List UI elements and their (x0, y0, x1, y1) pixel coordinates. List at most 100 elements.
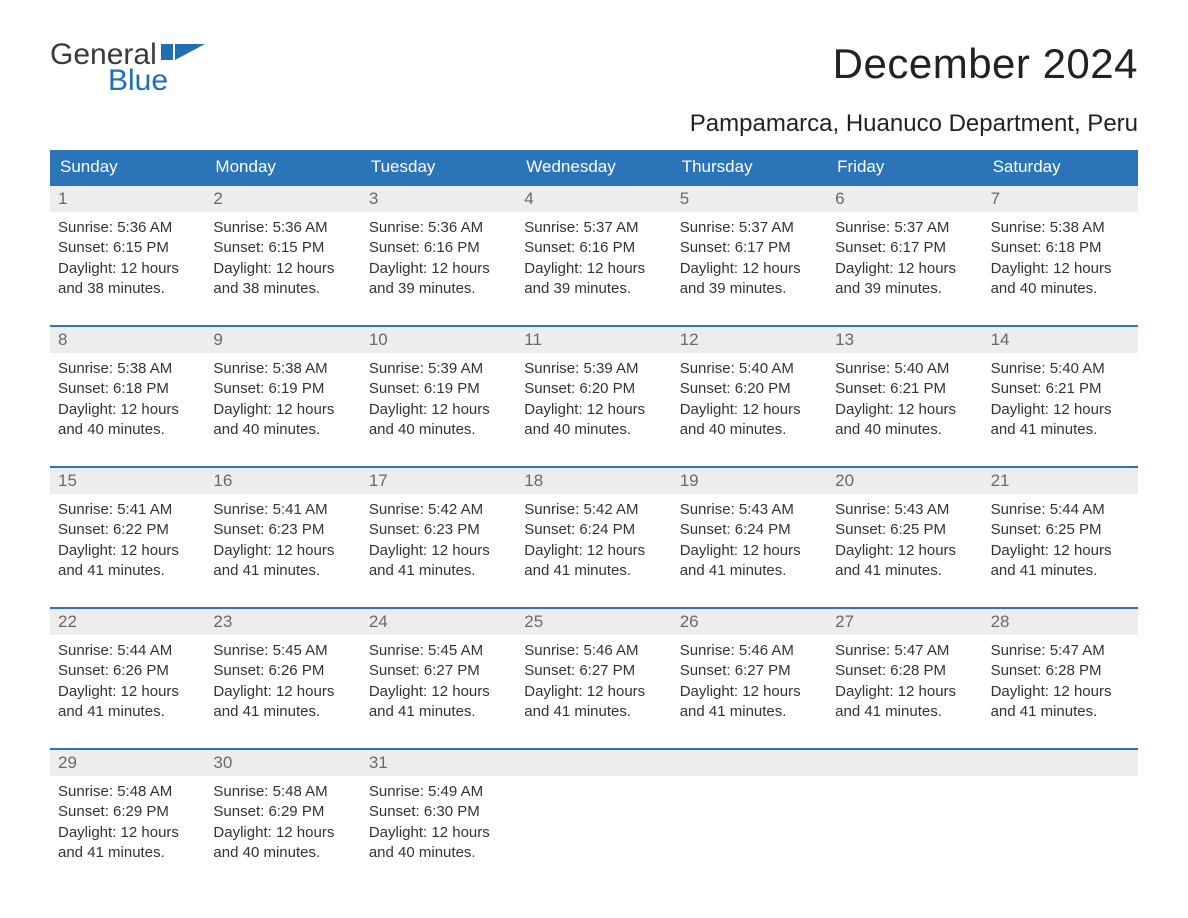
sunrise-line: Sunrise: 5:48 AM (213, 782, 352, 802)
day-number: 1 (50, 186, 205, 212)
week-row: 1Sunrise: 5:36 AMSunset: 6:15 PMDaylight… (50, 184, 1138, 307)
day-number: 27 (827, 609, 982, 635)
day-number: 21 (983, 468, 1138, 494)
sunrise-line: Sunrise: 5:39 AM (369, 359, 508, 379)
day-body: Sunrise: 5:41 AMSunset: 6:22 PMDaylight:… (50, 494, 205, 589)
sunrise-line: Sunrise: 5:43 AM (835, 500, 974, 520)
day-body: Sunrise: 5:43 AMSunset: 6:25 PMDaylight:… (827, 494, 982, 589)
day-body: Sunrise: 5:46 AMSunset: 6:27 PMDaylight:… (672, 635, 827, 730)
sunrise-line: Sunrise: 5:37 AM (835, 218, 974, 238)
page-title: December 2024 (833, 40, 1138, 88)
day-cell: 9Sunrise: 5:38 AMSunset: 6:19 PMDaylight… (205, 327, 360, 448)
day-cell: 14Sunrise: 5:40 AMSunset: 6:21 PMDayligh… (983, 327, 1138, 448)
day-number: 28 (983, 609, 1138, 635)
day-number: 4 (516, 186, 671, 212)
day-cell (827, 750, 982, 871)
sunrise-line: Sunrise: 5:41 AM (213, 500, 352, 520)
day-cell: 21Sunrise: 5:44 AMSunset: 6:25 PMDayligh… (983, 468, 1138, 589)
sunset-line: Sunset: 6:16 PM (369, 238, 508, 258)
daylight-line: Daylight: 12 hours and 40 minutes. (213, 400, 352, 441)
dow-cell: Wednesday (516, 150, 671, 184)
day-number: 26 (672, 609, 827, 635)
header: General Blue December 2024 (50, 40, 1138, 96)
day-number: 22 (50, 609, 205, 635)
location-subtitle: Pampamarca, Huanuco Department, Peru (50, 110, 1138, 138)
day-number: 10 (361, 327, 516, 353)
day-cell: 6Sunrise: 5:37 AMSunset: 6:17 PMDaylight… (827, 186, 982, 307)
day-cell: 3Sunrise: 5:36 AMSunset: 6:16 PMDaylight… (361, 186, 516, 307)
day-cell: 30Sunrise: 5:48 AMSunset: 6:29 PMDayligh… (205, 750, 360, 871)
sunrise-line: Sunrise: 5:46 AM (680, 641, 819, 661)
day-of-week-header: SundayMondayTuesdayWednesdayThursdayFrid… (50, 150, 1138, 184)
daylight-line: Daylight: 12 hours and 39 minutes. (369, 259, 508, 300)
day-number: 9 (205, 327, 360, 353)
day-cell (983, 750, 1138, 871)
sunrise-line: Sunrise: 5:43 AM (680, 500, 819, 520)
day-number: 11 (516, 327, 671, 353)
sunset-line: Sunset: 6:26 PM (213, 661, 352, 681)
day-cell: 15Sunrise: 5:41 AMSunset: 6:22 PMDayligh… (50, 468, 205, 589)
sunrise-line: Sunrise: 5:36 AM (213, 218, 352, 238)
sunset-line: Sunset: 6:30 PM (369, 802, 508, 822)
day-number: 2 (205, 186, 360, 212)
sunset-line: Sunset: 6:28 PM (991, 661, 1130, 681)
sunrise-line: Sunrise: 5:41 AM (58, 500, 197, 520)
sunrise-line: Sunrise: 5:38 AM (213, 359, 352, 379)
daylight-line: Daylight: 12 hours and 41 minutes. (524, 682, 663, 723)
sunrise-line: Sunrise: 5:44 AM (58, 641, 197, 661)
daylight-line: Daylight: 12 hours and 41 minutes. (369, 541, 508, 582)
logo-word-2: Blue (108, 66, 207, 96)
sunrise-line: Sunrise: 5:37 AM (680, 218, 819, 238)
day-number: 15 (50, 468, 205, 494)
day-number: 3 (361, 186, 516, 212)
day-body: Sunrise: 5:38 AMSunset: 6:18 PMDaylight:… (50, 353, 205, 448)
dow-cell: Friday (827, 150, 982, 184)
sunset-line: Sunset: 6:27 PM (369, 661, 508, 681)
sunset-line: Sunset: 6:15 PM (213, 238, 352, 258)
sunrise-line: Sunrise: 5:36 AM (58, 218, 197, 238)
day-body: Sunrise: 5:38 AMSunset: 6:18 PMDaylight:… (983, 212, 1138, 307)
daylight-line: Daylight: 12 hours and 40 minutes. (369, 400, 508, 441)
sunset-line: Sunset: 6:27 PM (524, 661, 663, 681)
daylight-line: Daylight: 12 hours and 41 minutes. (680, 541, 819, 582)
day-number: 31 (361, 750, 516, 776)
day-body: Sunrise: 5:40 AMSunset: 6:20 PMDaylight:… (672, 353, 827, 448)
day-body: Sunrise: 5:48 AMSunset: 6:29 PMDaylight:… (205, 776, 360, 871)
day-cell: 31Sunrise: 5:49 AMSunset: 6:30 PMDayligh… (361, 750, 516, 871)
day-cell: 24Sunrise: 5:45 AMSunset: 6:27 PMDayligh… (361, 609, 516, 730)
day-cell: 4Sunrise: 5:37 AMSunset: 6:16 PMDaylight… (516, 186, 671, 307)
sunset-line: Sunset: 6:20 PM (680, 379, 819, 399)
sunrise-line: Sunrise: 5:42 AM (524, 500, 663, 520)
day-body: Sunrise: 5:37 AMSunset: 6:16 PMDaylight:… (516, 212, 671, 307)
sunset-line: Sunset: 6:23 PM (213, 520, 352, 540)
sunrise-line: Sunrise: 5:40 AM (680, 359, 819, 379)
daylight-line: Daylight: 12 hours and 41 minutes. (680, 682, 819, 723)
sunset-line: Sunset: 6:24 PM (680, 520, 819, 540)
day-cell: 11Sunrise: 5:39 AMSunset: 6:20 PMDayligh… (516, 327, 671, 448)
day-number: 19 (672, 468, 827, 494)
day-cell: 26Sunrise: 5:46 AMSunset: 6:27 PMDayligh… (672, 609, 827, 730)
day-cell: 23Sunrise: 5:45 AMSunset: 6:26 PMDayligh… (205, 609, 360, 730)
sunset-line: Sunset: 6:25 PM (835, 520, 974, 540)
sunset-line: Sunset: 6:26 PM (58, 661, 197, 681)
day-cell: 27Sunrise: 5:47 AMSunset: 6:28 PMDayligh… (827, 609, 982, 730)
day-cell: 1Sunrise: 5:36 AMSunset: 6:15 PMDaylight… (50, 186, 205, 307)
day-body: Sunrise: 5:43 AMSunset: 6:24 PMDaylight:… (672, 494, 827, 589)
day-body: Sunrise: 5:39 AMSunset: 6:20 PMDaylight:… (516, 353, 671, 448)
day-cell: 8Sunrise: 5:38 AMSunset: 6:18 PMDaylight… (50, 327, 205, 448)
day-cell: 22Sunrise: 5:44 AMSunset: 6:26 PMDayligh… (50, 609, 205, 730)
day-number: 5 (672, 186, 827, 212)
title-block: December 2024 (833, 40, 1138, 88)
daylight-line: Daylight: 12 hours and 40 minutes. (524, 400, 663, 441)
day-body: Sunrise: 5:40 AMSunset: 6:21 PMDaylight:… (983, 353, 1138, 448)
sunrise-line: Sunrise: 5:45 AM (369, 641, 508, 661)
sunset-line: Sunset: 6:22 PM (58, 520, 197, 540)
day-number: 25 (516, 609, 671, 635)
day-number: 13 (827, 327, 982, 353)
daylight-line: Daylight: 12 hours and 39 minutes. (835, 259, 974, 300)
sunset-line: Sunset: 6:18 PM (58, 379, 197, 399)
day-number: 8 (50, 327, 205, 353)
daylight-line: Daylight: 12 hours and 41 minutes. (213, 541, 352, 582)
sunset-line: Sunset: 6:21 PM (835, 379, 974, 399)
daylight-line: Daylight: 12 hours and 41 minutes. (835, 541, 974, 582)
